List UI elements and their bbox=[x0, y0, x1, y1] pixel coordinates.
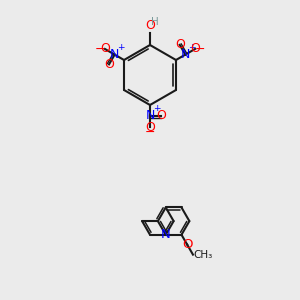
Text: O: O bbox=[156, 109, 166, 122]
Text: H: H bbox=[151, 17, 159, 27]
Text: +: + bbox=[188, 43, 196, 52]
Text: −: − bbox=[145, 126, 155, 139]
Text: O: O bbox=[182, 238, 192, 251]
Text: +: + bbox=[153, 104, 160, 113]
Text: N: N bbox=[181, 48, 190, 61]
Text: −: − bbox=[94, 43, 105, 56]
Text: N: N bbox=[161, 228, 171, 241]
Text: O: O bbox=[100, 43, 110, 56]
Text: N: N bbox=[110, 48, 119, 61]
Text: O: O bbox=[145, 121, 155, 134]
Text: +: + bbox=[118, 43, 125, 52]
Text: O: O bbox=[145, 19, 155, 32]
Text: O: O bbox=[104, 58, 114, 71]
Text: CH₃: CH₃ bbox=[193, 250, 212, 260]
Text: −: − bbox=[195, 43, 206, 56]
Text: N: N bbox=[145, 109, 155, 122]
Text: O: O bbox=[190, 43, 200, 56]
Text: O: O bbox=[175, 38, 184, 51]
